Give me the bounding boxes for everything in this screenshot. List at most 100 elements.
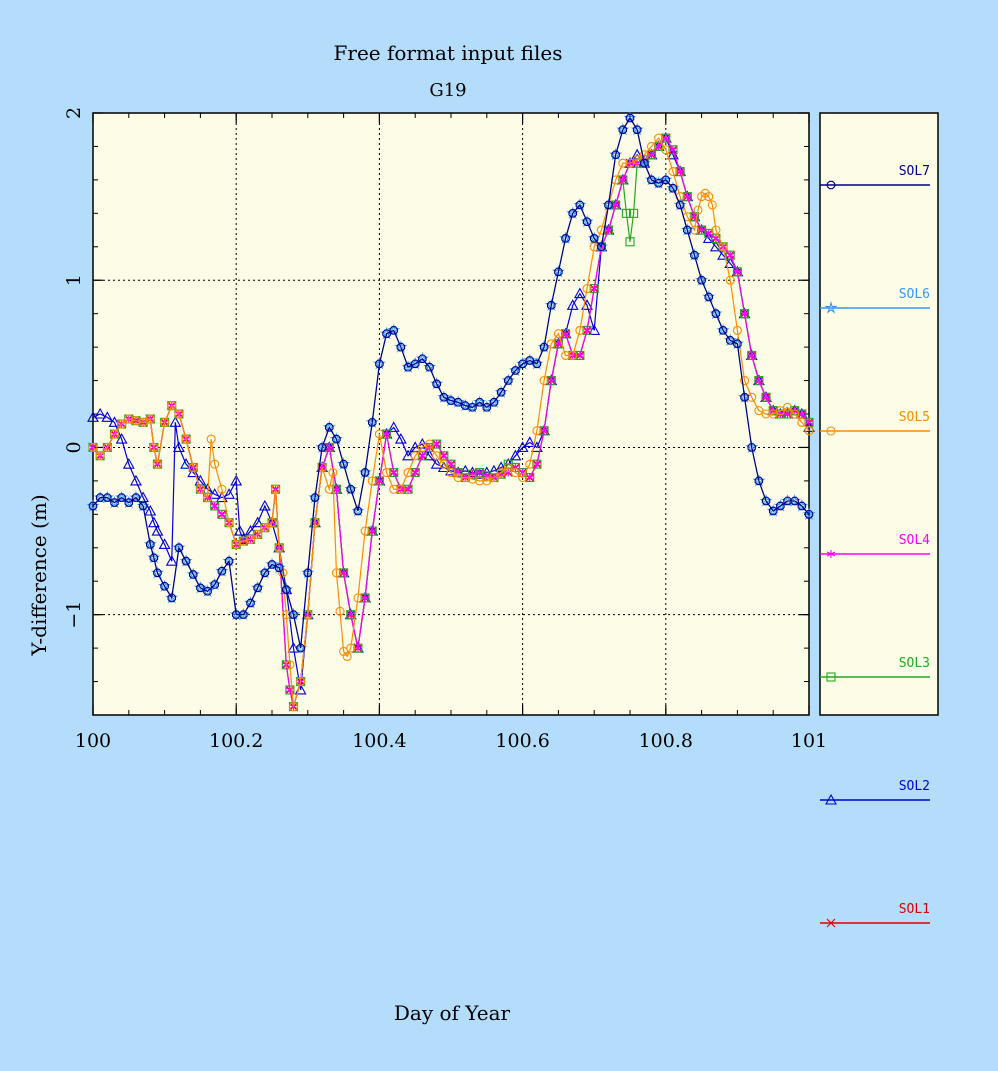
data-point: [539, 376, 549, 386]
data-point: [511, 366, 520, 375]
data-point: [374, 429, 384, 439]
data-point: [367, 476, 377, 486]
data-point: [223, 488, 235, 499]
data-point: [532, 460, 542, 469]
data-point: [417, 442, 427, 452]
data-point: [102, 442, 112, 452]
data-point: [165, 555, 178, 566]
data-point: [181, 434, 191, 444]
data-point: [725, 336, 735, 345]
data-point: [285, 660, 295, 670]
data-point: [496, 467, 506, 478]
data-point: [718, 242, 728, 252]
data-point: [568, 209, 577, 218]
grid: [93, 113, 809, 715]
data-point: [88, 442, 98, 452]
y-tick-label: 1: [63, 274, 85, 286]
x-tick-label: 101: [791, 730, 827, 752]
data-point: [188, 462, 198, 473]
data-point: [761, 496, 771, 506]
data-point: [804, 510, 814, 519]
data-point: [410, 359, 420, 369]
legend-marker: [825, 793, 837, 805]
data-point: [151, 524, 164, 536]
data-point: [532, 359, 542, 369]
data-point: [210, 580, 219, 589]
data-point: [768, 506, 778, 516]
data-point: [109, 429, 120, 439]
chart-subtitle: G19: [429, 80, 466, 101]
data-point: [709, 240, 722, 252]
data-point: [711, 309, 721, 318]
data-point: [561, 329, 570, 338]
data-point: [717, 249, 730, 260]
series-layer: [86, 111, 816, 712]
data-point: [439, 451, 449, 460]
data-point: [582, 326, 592, 335]
data-point: [103, 493, 112, 502]
data-point: [733, 267, 742, 276]
data-point: [101, 411, 114, 422]
data-point: [661, 175, 671, 185]
data-point: [618, 175, 628, 184]
data-point: [640, 158, 649, 168]
data-point: [589, 234, 599, 243]
data-point: [303, 568, 313, 578]
data-point: [394, 432, 407, 444]
data-point: [711, 225, 721, 235]
data-point: [94, 407, 107, 419]
data-point: [554, 267, 563, 277]
data-point: [724, 257, 737, 269]
data-point: [253, 583, 262, 593]
data-point: [790, 496, 799, 506]
data-point: [432, 451, 442, 461]
data-point: [683, 225, 692, 235]
data-point: [530, 441, 543, 452]
data-point: [439, 459, 449, 469]
data-point: [217, 484, 227, 494]
data-point: [149, 553, 159, 563]
data-point: [704, 192, 714, 202]
x-tick-label: 100.4: [352, 730, 406, 752]
data-point: [375, 359, 384, 369]
data-point: [153, 568, 162, 578]
data-point: [754, 406, 764, 416]
data-point: [575, 325, 585, 335]
data-point: [425, 362, 434, 372]
legend-label: SOL1: [899, 902, 930, 917]
data-point: [675, 200, 685, 210]
data-point: [271, 484, 281, 494]
data-point: [389, 484, 399, 494]
data-point: [525, 473, 535, 482]
data-point: [496, 388, 506, 397]
data-point: [108, 416, 121, 427]
data-point: [668, 184, 678, 193]
data-point: [233, 524, 246, 536]
data-point: [195, 484, 205, 494]
plot-area: [92, 112, 810, 716]
data-point: [296, 677, 306, 687]
data-point: [783, 496, 792, 506]
data-point: [160, 417, 170, 427]
legend-item-sol5: SOL5: [820, 410, 930, 436]
data-point: [402, 449, 414, 461]
legend-label: SOL3: [899, 656, 930, 671]
data-point: [375, 476, 384, 485]
data-point: [546, 301, 556, 310]
data-point: [160, 581, 169, 591]
data-point: [210, 501, 219, 510]
data-point: [115, 432, 128, 444]
data-point: [468, 403, 477, 412]
series-line-sol4: [92, 137, 810, 707]
data-point: [346, 484, 356, 494]
data-point: [561, 234, 570, 243]
data-point: [367, 527, 377, 536]
series-sol5: [88, 133, 814, 712]
data-point: [546, 376, 556, 385]
data-point: [446, 396, 456, 405]
data-point: [690, 250, 699, 260]
data-point: [718, 326, 728, 335]
data-point: [230, 474, 243, 486]
data-point: [561, 350, 571, 361]
legend-label: SOL5: [899, 410, 930, 425]
